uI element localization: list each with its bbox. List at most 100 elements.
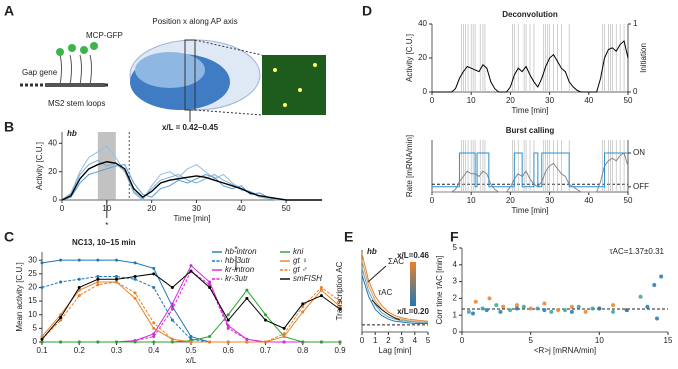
- legend-label: kni: [293, 247, 303, 256]
- series-point: [189, 264, 193, 268]
- series-line: [361, 274, 428, 324]
- x-axis-label: Time [min]: [511, 206, 548, 215]
- loops-label: MS2 stem loops: [48, 99, 105, 108]
- arrow: [367, 265, 387, 283]
- scatter-point: [473, 299, 478, 304]
- series-point: [77, 294, 81, 298]
- series-point: [133, 296, 137, 300]
- series-point: [59, 280, 63, 284]
- series-point: [301, 310, 305, 314]
- panel-label: D: [362, 3, 372, 19]
- series-point: [115, 340, 118, 344]
- series-point: [170, 340, 174, 344]
- y2-tick-label: ON: [633, 148, 645, 157]
- y-tick-label: 25: [28, 269, 37, 278]
- series-line: [361, 253, 429, 322]
- colorbar: [410, 262, 416, 306]
- x-tick-label: 50: [282, 204, 291, 213]
- scatter-point: [590, 306, 595, 311]
- scatter-point: [569, 304, 574, 309]
- series-point: [338, 305, 342, 309]
- series-point: [96, 277, 100, 281]
- y-tick-label: 2: [453, 294, 458, 303]
- x-tick-label: 10: [467, 96, 476, 105]
- scatter-point: [624, 308, 629, 313]
- series-point: [96, 280, 100, 284]
- series-point: [208, 283, 212, 287]
- scatter-point: [494, 303, 499, 308]
- series-point: [77, 277, 81, 281]
- x-tick-label: 40: [237, 204, 246, 213]
- series-point: [133, 340, 137, 344]
- gene-label: Gap gene: [22, 68, 58, 77]
- scatter-point: [652, 282, 657, 287]
- series-point: [170, 285, 174, 289]
- annotation: τAC: [378, 288, 392, 297]
- series-point: [245, 296, 249, 300]
- series-point: [152, 285, 156, 289]
- panel-a-drawing: [20, 39, 326, 122]
- y-tick-label: 15: [28, 296, 37, 305]
- y-tick-label: 0: [453, 327, 458, 336]
- series-point: [170, 307, 174, 311]
- gene-label: hb: [67, 129, 77, 138]
- x-tick-label: 5: [426, 336, 431, 345]
- series-point: [245, 340, 249, 344]
- series-point: [264, 340, 267, 344]
- chart-title: Burst calling: [506, 126, 555, 135]
- y-tick-label: 40: [48, 138, 57, 147]
- series-point: [245, 337, 249, 341]
- x-tick-label: 0: [430, 196, 435, 205]
- series-point: [338, 299, 342, 303]
- series-point: [319, 294, 323, 298]
- scatter-point: [569, 309, 574, 314]
- series-point: [96, 283, 100, 287]
- scatter-point: [470, 311, 475, 316]
- series-point: [208, 335, 212, 339]
- x-axis-label: Time [min]: [173, 214, 210, 223]
- scatter-point: [659, 274, 664, 279]
- x-tick-label: 0: [430, 96, 435, 105]
- y-tick-label: 0: [53, 195, 58, 204]
- scatter-point: [542, 308, 547, 313]
- series-point: [282, 340, 286, 344]
- scatter-point: [611, 303, 616, 308]
- series-point: [189, 269, 193, 273]
- y-tick-label: 4: [453, 260, 458, 269]
- scatter-point: [542, 301, 547, 306]
- series-point: [77, 340, 81, 344]
- legend-label: gt ♀: [293, 256, 308, 265]
- panel-label: B: [4, 119, 14, 135]
- y-tick-label: 20: [418, 53, 427, 62]
- y-tick-label: 1: [453, 310, 458, 319]
- series-point: [152, 272, 156, 276]
- chart-title: Deconvolution: [502, 10, 558, 19]
- series-line: [41, 281, 341, 343]
- x-tick-label: 20: [147, 204, 156, 213]
- series-line: [61, 161, 322, 201]
- range-label: x/L = 0.42–0.45: [162, 123, 219, 132]
- series-point: [319, 288, 323, 292]
- gene-label: hb: [367, 247, 377, 256]
- annotation: ΣAC: [388, 257, 404, 266]
- scatter-point: [466, 309, 471, 314]
- x-tick-label: 0.1: [36, 346, 48, 355]
- x-axis-label: Time [min]: [511, 106, 548, 115]
- series-line: [41, 276, 340, 343]
- y-tick-label: 0: [423, 87, 428, 96]
- y-tick-label: 5: [453, 243, 458, 252]
- series-point: [338, 307, 342, 311]
- series-point: [170, 318, 174, 322]
- series-point: [77, 285, 81, 289]
- scatter-point: [508, 308, 513, 313]
- series-point: [282, 335, 286, 339]
- series-point: [115, 277, 118, 281]
- series-point: [77, 258, 81, 262]
- y2-tick-label: 0: [633, 87, 638, 96]
- y-axis-label: Transcription AC: [335, 261, 344, 320]
- series-point: [96, 340, 100, 344]
- x-tick-label: 0.5: [185, 346, 197, 355]
- x-tick-label: 0.9: [334, 346, 346, 355]
- series-point: [319, 285, 323, 289]
